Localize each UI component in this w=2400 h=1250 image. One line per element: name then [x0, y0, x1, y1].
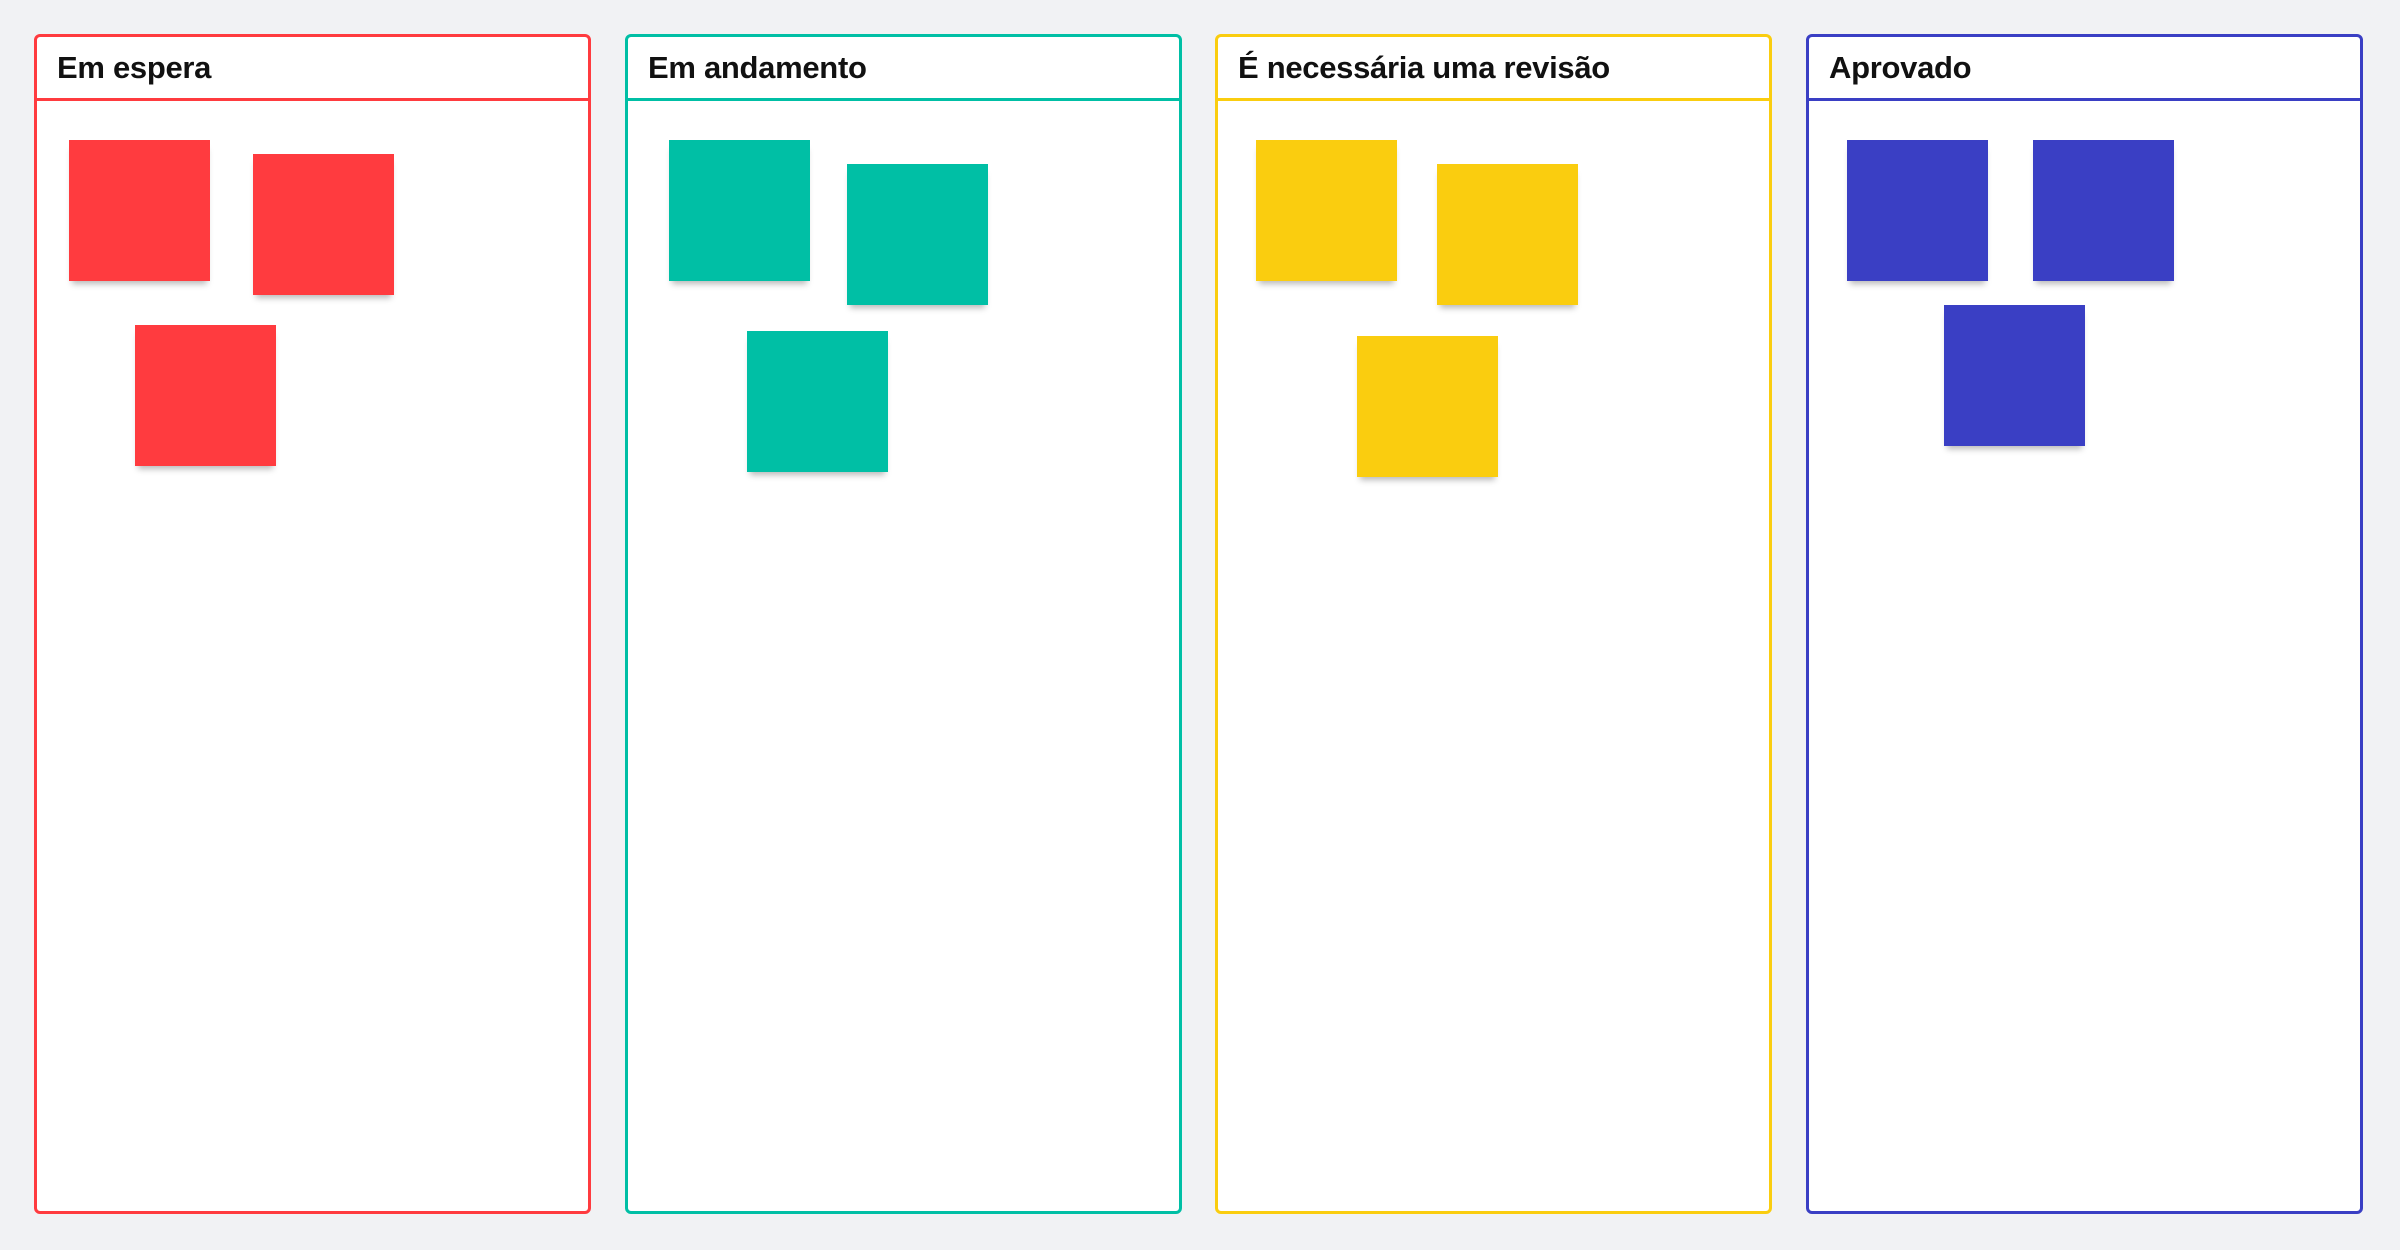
column-em-andamento: Em andamento — [625, 34, 1182, 1214]
column-title[interactable]: Aprovado — [1829, 49, 1972, 85]
column-header[interactable]: Em andamento — [628, 37, 1179, 101]
column-title[interactable]: Em andamento — [648, 49, 867, 85]
sticky-note[interactable] — [1437, 164, 1578, 305]
column-aprovado: Aprovado — [1806, 34, 2363, 1214]
sticky-note[interactable] — [253, 154, 394, 295]
sticky-note[interactable] — [135, 325, 276, 466]
sticky-note[interactable] — [2033, 140, 2174, 281]
column-title[interactable]: É necessária uma revisão — [1238, 49, 1610, 85]
column-header[interactable]: Aprovado — [1809, 37, 2360, 101]
sticky-note[interactable] — [747, 331, 888, 472]
sticky-note[interactable] — [1847, 140, 1988, 281]
column-em-espera: Em espera — [34, 34, 591, 1214]
column-title[interactable]: Em espera — [57, 49, 212, 85]
column-header[interactable]: É necessária uma revisão — [1218, 37, 1769, 101]
column-revisao: É necessária uma revisão — [1215, 34, 1772, 1214]
sticky-note[interactable] — [669, 140, 810, 281]
sticky-note[interactable] — [1357, 336, 1498, 477]
sticky-note[interactable] — [1944, 305, 2085, 446]
column-header[interactable]: Em espera — [37, 37, 588, 101]
sticky-note[interactable] — [69, 140, 210, 281]
sticky-note[interactable] — [1256, 140, 1397, 281]
sticky-note[interactable] — [847, 164, 988, 305]
